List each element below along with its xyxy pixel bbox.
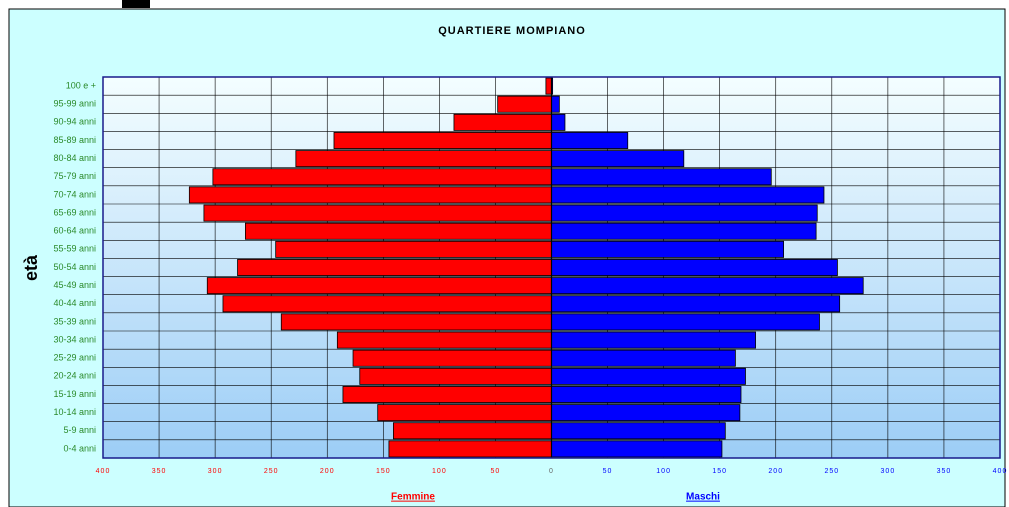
bar bbox=[551, 313, 820, 331]
bar bbox=[551, 440, 723, 458]
bar bbox=[551, 349, 736, 367]
bar bbox=[551, 150, 685, 168]
bar bbox=[212, 168, 552, 186]
bar bbox=[377, 404, 552, 422]
x-tick-label: 250 bbox=[824, 468, 839, 475]
y-tick-label: 45-49 anni bbox=[53, 280, 96, 290]
x-tick-label: 200 bbox=[320, 468, 335, 475]
y-tick-label: 95-99 anni bbox=[53, 99, 96, 109]
y-tick-label: 85-89 anni bbox=[53, 135, 96, 145]
y-tick-label: 10-14 anni bbox=[53, 407, 96, 417]
chart-title: QUARTIERE MOMPIANO bbox=[438, 25, 586, 37]
bar bbox=[551, 240, 784, 258]
x-tick-label: 250 bbox=[264, 468, 279, 475]
bar bbox=[551, 331, 756, 349]
y-tick-label: 30-34 anni bbox=[53, 334, 96, 344]
y-tick-label: 25-29 anni bbox=[53, 353, 96, 363]
bar bbox=[551, 95, 560, 113]
y-tick-label: 75-79 anni bbox=[53, 171, 96, 181]
y-tick-label: 15-19 anni bbox=[53, 389, 96, 399]
bar bbox=[244, 222, 552, 240]
x-tick-label: 50 bbox=[603, 468, 613, 475]
cut-off-glyph bbox=[122, 0, 150, 8]
bar bbox=[551, 295, 841, 313]
bar bbox=[333, 132, 552, 149]
bar bbox=[551, 168, 772, 186]
y-tick-label: 90-94 anni bbox=[53, 117, 96, 127]
bar bbox=[551, 422, 726, 440]
bar bbox=[359, 367, 552, 385]
y-tick-label: 40-44 anni bbox=[53, 298, 96, 308]
bar bbox=[551, 204, 818, 222]
y-tick-label: 0-4 anni bbox=[63, 443, 96, 453]
x-tick-label: 100 bbox=[432, 468, 447, 475]
x-tick-label: 0 bbox=[549, 468, 554, 475]
bar bbox=[551, 259, 838, 276]
bar bbox=[497, 95, 552, 113]
x-tick-label: 400 bbox=[993, 468, 1008, 475]
bar bbox=[295, 150, 552, 168]
bar bbox=[237, 259, 552, 276]
bar bbox=[342, 386, 552, 403]
x-tick-label: 350 bbox=[152, 468, 167, 475]
x-tick-label: 300 bbox=[881, 468, 896, 475]
bar bbox=[551, 132, 629, 149]
y-axis-label: età bbox=[21, 254, 41, 281]
bar bbox=[352, 349, 552, 367]
y-tick-label: 60-64 anni bbox=[53, 226, 96, 236]
y-tick-label: 100 e + bbox=[66, 80, 96, 90]
bar bbox=[551, 277, 864, 295]
y-tick-label: 35-39 anni bbox=[53, 316, 96, 326]
x-tick-label: 200 bbox=[768, 468, 783, 475]
bar bbox=[551, 222, 817, 240]
x-tick-label: 150 bbox=[376, 468, 391, 475]
y-tick-label: 5-9 anni bbox=[63, 425, 96, 435]
bar bbox=[551, 186, 825, 204]
y-tick-label: 20-24 anni bbox=[53, 371, 96, 381]
y-tick-label: 80-84 anni bbox=[53, 153, 96, 163]
bar bbox=[551, 367, 746, 385]
bar bbox=[336, 331, 552, 349]
x-tick-label: 350 bbox=[937, 468, 952, 475]
bar bbox=[551, 113, 566, 131]
bar bbox=[551, 386, 742, 403]
bar bbox=[393, 422, 552, 440]
y-tick-label: 65-69 anni bbox=[53, 207, 96, 217]
legend-label: Maschi bbox=[686, 492, 720, 503]
y-tick-label: 70-74 anni bbox=[53, 189, 96, 199]
bar bbox=[280, 313, 552, 331]
bar bbox=[388, 440, 552, 458]
bar bbox=[275, 240, 552, 258]
x-tick-label: 400 bbox=[96, 468, 111, 475]
bar bbox=[545, 77, 552, 95]
plot: 400 350 300 250 200 150 100 50 0 50 100 150 200 250 30… bbox=[53, 76, 1008, 503]
bar bbox=[188, 186, 552, 204]
x-tick-label: 150 bbox=[712, 468, 727, 475]
bar bbox=[203, 204, 552, 222]
plot-border bbox=[102, 76, 1001, 459]
bar bbox=[453, 113, 552, 131]
bar bbox=[206, 277, 552, 295]
legend-label: Femmine bbox=[391, 492, 435, 503]
x-tick-label: 300 bbox=[208, 468, 223, 475]
y-tick-label: 50-54 anni bbox=[53, 262, 96, 272]
x-tick-label: 50 bbox=[491, 468, 501, 475]
bar bbox=[222, 295, 552, 313]
y-tick-label: 55-59 anni bbox=[53, 244, 96, 254]
bar bbox=[551, 404, 741, 422]
x-tick-label: 100 bbox=[656, 468, 671, 475]
